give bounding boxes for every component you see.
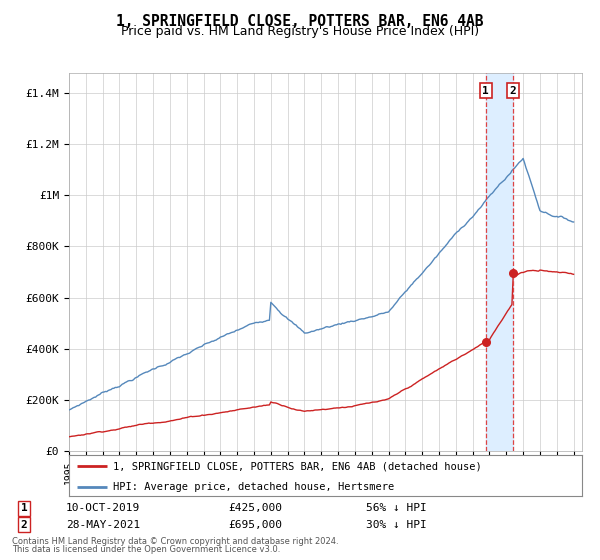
Text: 10-OCT-2019: 10-OCT-2019 — [66, 503, 140, 514]
Text: 1: 1 — [20, 503, 28, 514]
Text: 56% ↓ HPI: 56% ↓ HPI — [366, 503, 427, 514]
Text: 1, SPRINGFIELD CLOSE, POTTERS BAR, EN6 4AB: 1, SPRINGFIELD CLOSE, POTTERS BAR, EN6 4… — [116, 14, 484, 29]
Text: 2: 2 — [509, 86, 516, 96]
Text: Contains HM Land Registry data © Crown copyright and database right 2024.: Contains HM Land Registry data © Crown c… — [12, 537, 338, 546]
Text: 1, SPRINGFIELD CLOSE, POTTERS BAR, EN6 4AB (detached house): 1, SPRINGFIELD CLOSE, POTTERS BAR, EN6 4… — [113, 461, 481, 471]
Text: This data is licensed under the Open Government Licence v3.0.: This data is licensed under the Open Gov… — [12, 545, 280, 554]
Text: HPI: Average price, detached house, Hertsmere: HPI: Average price, detached house, Hert… — [113, 482, 394, 492]
Text: Price paid vs. HM Land Registry's House Price Index (HPI): Price paid vs. HM Land Registry's House … — [121, 25, 479, 38]
Text: 2: 2 — [20, 520, 28, 530]
Text: £695,000: £695,000 — [228, 520, 282, 530]
Text: 1: 1 — [482, 86, 489, 96]
Text: £425,000: £425,000 — [228, 503, 282, 514]
Text: 30% ↓ HPI: 30% ↓ HPI — [366, 520, 427, 530]
Text: 28-MAY-2021: 28-MAY-2021 — [66, 520, 140, 530]
Bar — [486, 73, 513, 451]
